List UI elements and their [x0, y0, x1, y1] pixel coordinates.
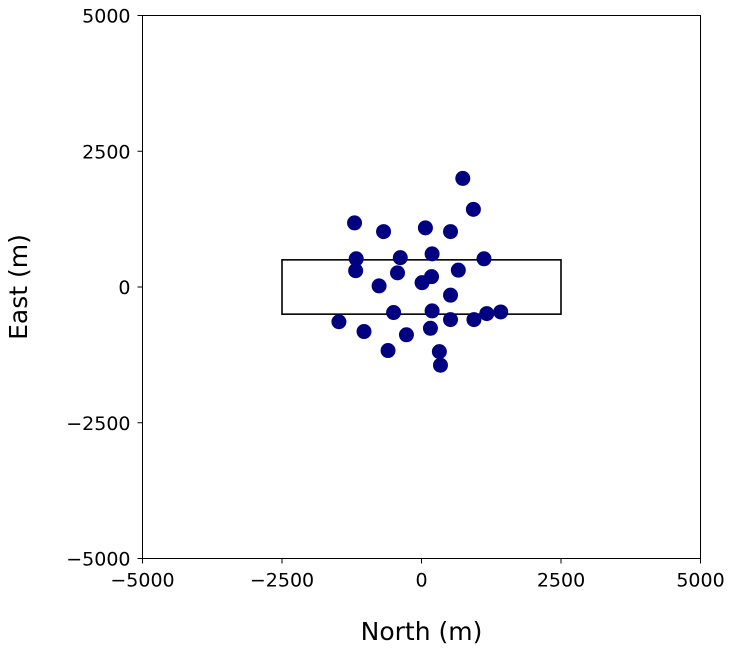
data-point [356, 324, 372, 340]
data-point [380, 343, 396, 359]
data-point [443, 224, 459, 240]
data-point [386, 305, 402, 321]
data-point [443, 312, 459, 328]
x-tick-label: 0 [415, 570, 427, 592]
x-tick-label: −5000 [110, 570, 174, 592]
y-tick-label: −2500 [66, 413, 130, 435]
data-point [424, 303, 440, 319]
data-point [376, 224, 392, 240]
data-point [398, 327, 414, 343]
data-point [466, 312, 482, 328]
data-point [431, 344, 447, 360]
x-axis-label: North (m) [361, 617, 483, 646]
y-axis-label: East (m) [4, 234, 33, 340]
region-rectangle [281, 259, 562, 315]
data-point [390, 265, 406, 281]
y-tick-label: 2500 [82, 141, 130, 163]
overlay-layer [281, 259, 562, 315]
y-tick-label: 5000 [82, 6, 130, 28]
data-point [479, 306, 495, 322]
data-point [443, 287, 459, 303]
data-point [347, 215, 363, 231]
data-point [432, 357, 448, 373]
data-point [476, 251, 492, 267]
y-tick-label: 0 [118, 277, 130, 299]
data-point [414, 275, 430, 291]
data-point [348, 263, 364, 279]
data-point [348, 251, 364, 267]
data-point [424, 246, 440, 262]
data-points [331, 170, 509, 373]
data-point [493, 304, 509, 320]
y-tick-label: −5000 [66, 549, 130, 571]
data-point [417, 220, 433, 236]
x-tick-label: 5000 [676, 570, 724, 592]
data-point [392, 250, 408, 266]
data-point [422, 320, 438, 336]
data-point [371, 278, 387, 294]
x-tick-label: −2500 [250, 570, 314, 592]
data-point [450, 262, 466, 278]
axis-ticks: −5000 −2500 0 2500 5000 −5000 −2500 0 2500 5000 [66, 6, 724, 592]
data-point [465, 201, 481, 217]
x-tick-label: 2500 [537, 570, 585, 592]
data-point [455, 170, 471, 186]
data-point [331, 314, 347, 330]
